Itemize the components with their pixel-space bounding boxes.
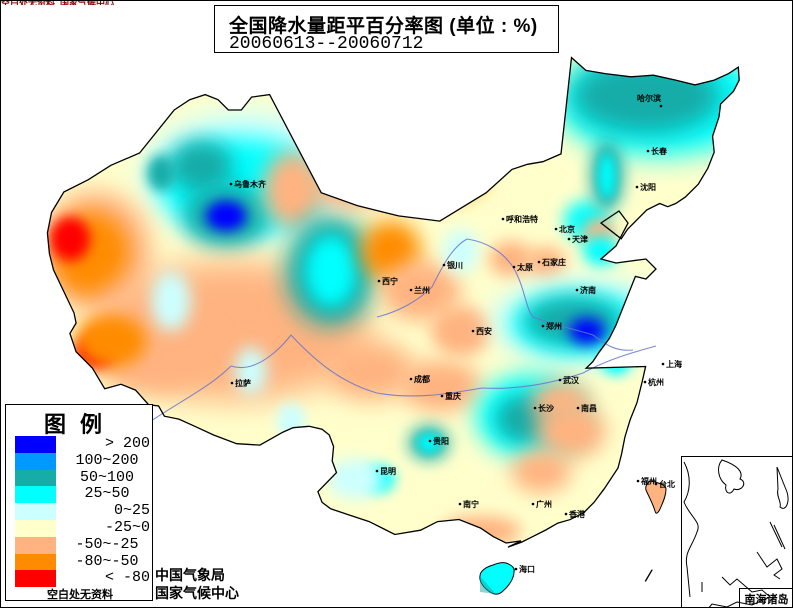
svg-text:香港: 香港 bbox=[568, 509, 586, 519]
svg-text:昆明: 昆明 bbox=[380, 466, 396, 476]
svg-text:海口: 海口 bbox=[519, 564, 535, 574]
svg-text:南宁: 南宁 bbox=[463, 499, 479, 509]
svg-text:广州: 广州 bbox=[536, 499, 552, 509]
svg-text:杭州: 杭州 bbox=[648, 377, 664, 387]
svg-text:武汉: 武汉 bbox=[563, 375, 580, 385]
svg-text:重庆: 重庆 bbox=[445, 391, 461, 401]
svg-text:石家庄: 石家庄 bbox=[541, 257, 566, 267]
svg-text:兰州: 兰州 bbox=[414, 285, 430, 295]
svg-text:沈阳: 沈阳 bbox=[640, 182, 656, 192]
svg-text:贵阳: 贵阳 bbox=[433, 436, 449, 446]
svg-text:成都: 成都 bbox=[414, 374, 430, 384]
svg-text:太原: 太原 bbox=[516, 262, 533, 272]
svg-text:台北: 台北 bbox=[659, 479, 675, 489]
svg-text:南昌: 南昌 bbox=[581, 403, 597, 413]
svg-text:呼和浩特: 呼和浩特 bbox=[506, 214, 538, 224]
svg-text:西安: 西安 bbox=[476, 326, 492, 336]
svg-text:拉萨: 拉萨 bbox=[235, 378, 251, 388]
svg-text:长沙: 长沙 bbox=[538, 403, 554, 413]
svg-text:长春: 长春 bbox=[651, 146, 667, 156]
svg-text:济南: 济南 bbox=[580, 285, 596, 295]
svg-text:西宁: 西宁 bbox=[382, 276, 398, 286]
svg-text:乌鲁木齐: 乌鲁木齐 bbox=[234, 179, 267, 189]
svg-text:哈尔滨: 哈尔滨 bbox=[637, 93, 661, 103]
svg-text:福州: 福州 bbox=[640, 476, 657, 486]
svg-text:郑州: 郑州 bbox=[546, 321, 562, 331]
svg-text:上海: 上海 bbox=[666, 359, 682, 369]
svg-text:银川: 银川 bbox=[446, 260, 463, 270]
svg-text:天津: 天津 bbox=[572, 234, 588, 244]
svg-text:北京: 北京 bbox=[559, 224, 575, 234]
